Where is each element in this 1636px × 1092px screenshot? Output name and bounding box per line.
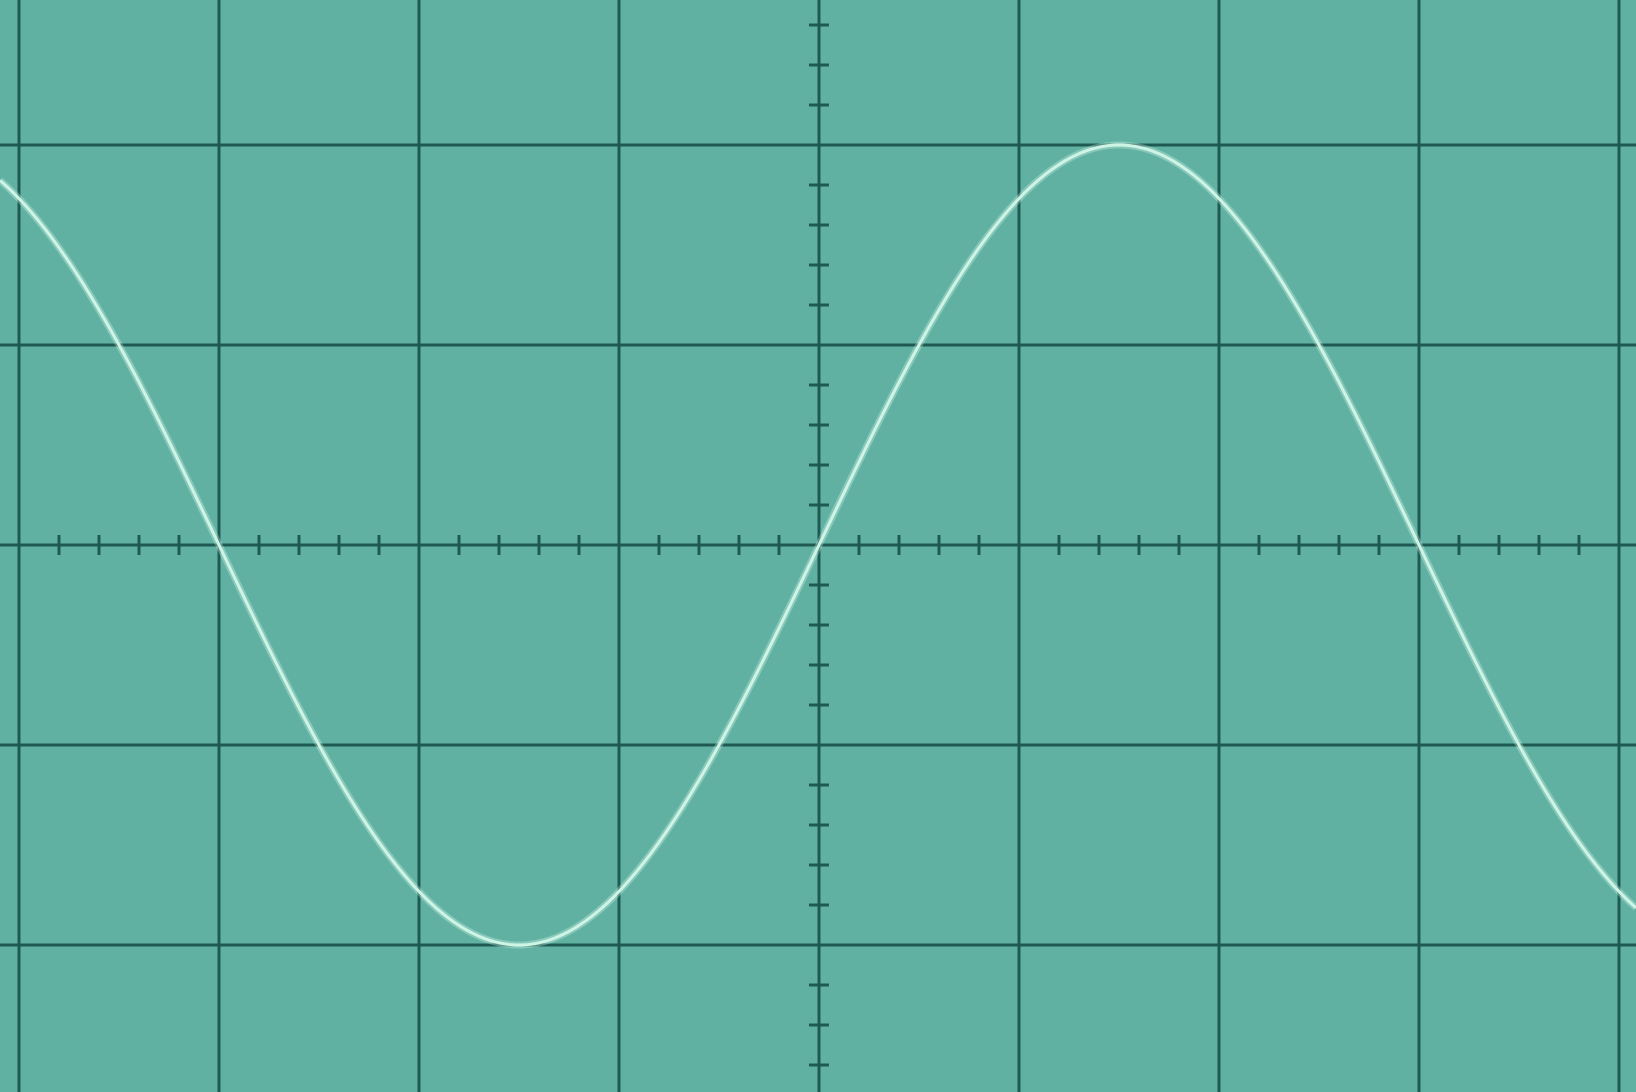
signal-trace-layer <box>0 141 1636 949</box>
signal-trace-sine <box>0 143 1636 947</box>
graticule-center-ticks <box>57 23 1581 1067</box>
